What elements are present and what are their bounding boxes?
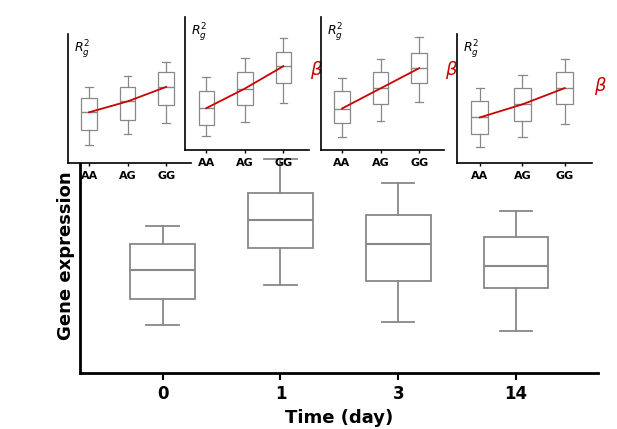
Text: $R^2_g$: $R^2_g$	[463, 38, 479, 60]
PathPatch shape	[484, 237, 549, 288]
PathPatch shape	[159, 73, 174, 105]
X-axis label: Time (day): Time (day)	[285, 408, 394, 426]
Text: $\beta$: $\beta$	[310, 59, 323, 82]
Text: $R^2_g$: $R^2_g$	[191, 21, 207, 43]
PathPatch shape	[248, 193, 313, 248]
PathPatch shape	[366, 214, 431, 281]
PathPatch shape	[237, 72, 252, 106]
PathPatch shape	[199, 91, 214, 125]
Text: $\beta$: $\beta$	[594, 75, 607, 97]
PathPatch shape	[412, 54, 427, 83]
PathPatch shape	[130, 244, 195, 299]
Text: $\beta$: $\beta$	[445, 59, 458, 82]
Y-axis label: Gene expression: Gene expression	[57, 171, 75, 340]
Text: $R^2_g$: $R^2_g$	[327, 21, 343, 43]
Text: $\beta$: $\beta$	[193, 75, 205, 97]
PathPatch shape	[373, 72, 388, 105]
PathPatch shape	[276, 52, 291, 83]
PathPatch shape	[334, 91, 350, 123]
PathPatch shape	[471, 101, 489, 134]
PathPatch shape	[514, 88, 531, 121]
PathPatch shape	[557, 72, 573, 104]
Text: $R^2_g$: $R^2_g$	[74, 38, 90, 60]
PathPatch shape	[120, 87, 135, 120]
PathPatch shape	[81, 98, 97, 130]
